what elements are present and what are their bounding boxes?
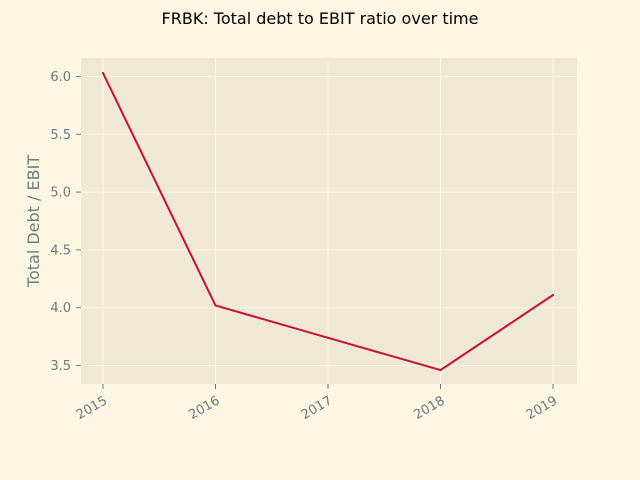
data-point: [439, 369, 442, 372]
y-tick-label: 5.5: [50, 128, 71, 143]
y-tick-label: 4.0: [50, 301, 71, 316]
y-tick-label: 3.5: [50, 359, 71, 374]
data-point: [552, 293, 554, 296]
series-lines: [102, 72, 554, 372]
data-point: [214, 304, 217, 307]
y-tick-label: 5.0: [50, 186, 71, 201]
chart-title: FRBK: Total debt to EBIT ratio over time: [162, 9, 479, 28]
data-point: [327, 336, 329, 339]
data-point: [102, 72, 104, 75]
y-tick-label: 6.0: [50, 70, 71, 85]
plot-area: [81, 58, 577, 384]
y-axis-label: Total Debt / EBIT: [24, 155, 43, 288]
y-tick-label: 4.5: [50, 243, 71, 258]
grid-lines: [81, 58, 577, 384]
